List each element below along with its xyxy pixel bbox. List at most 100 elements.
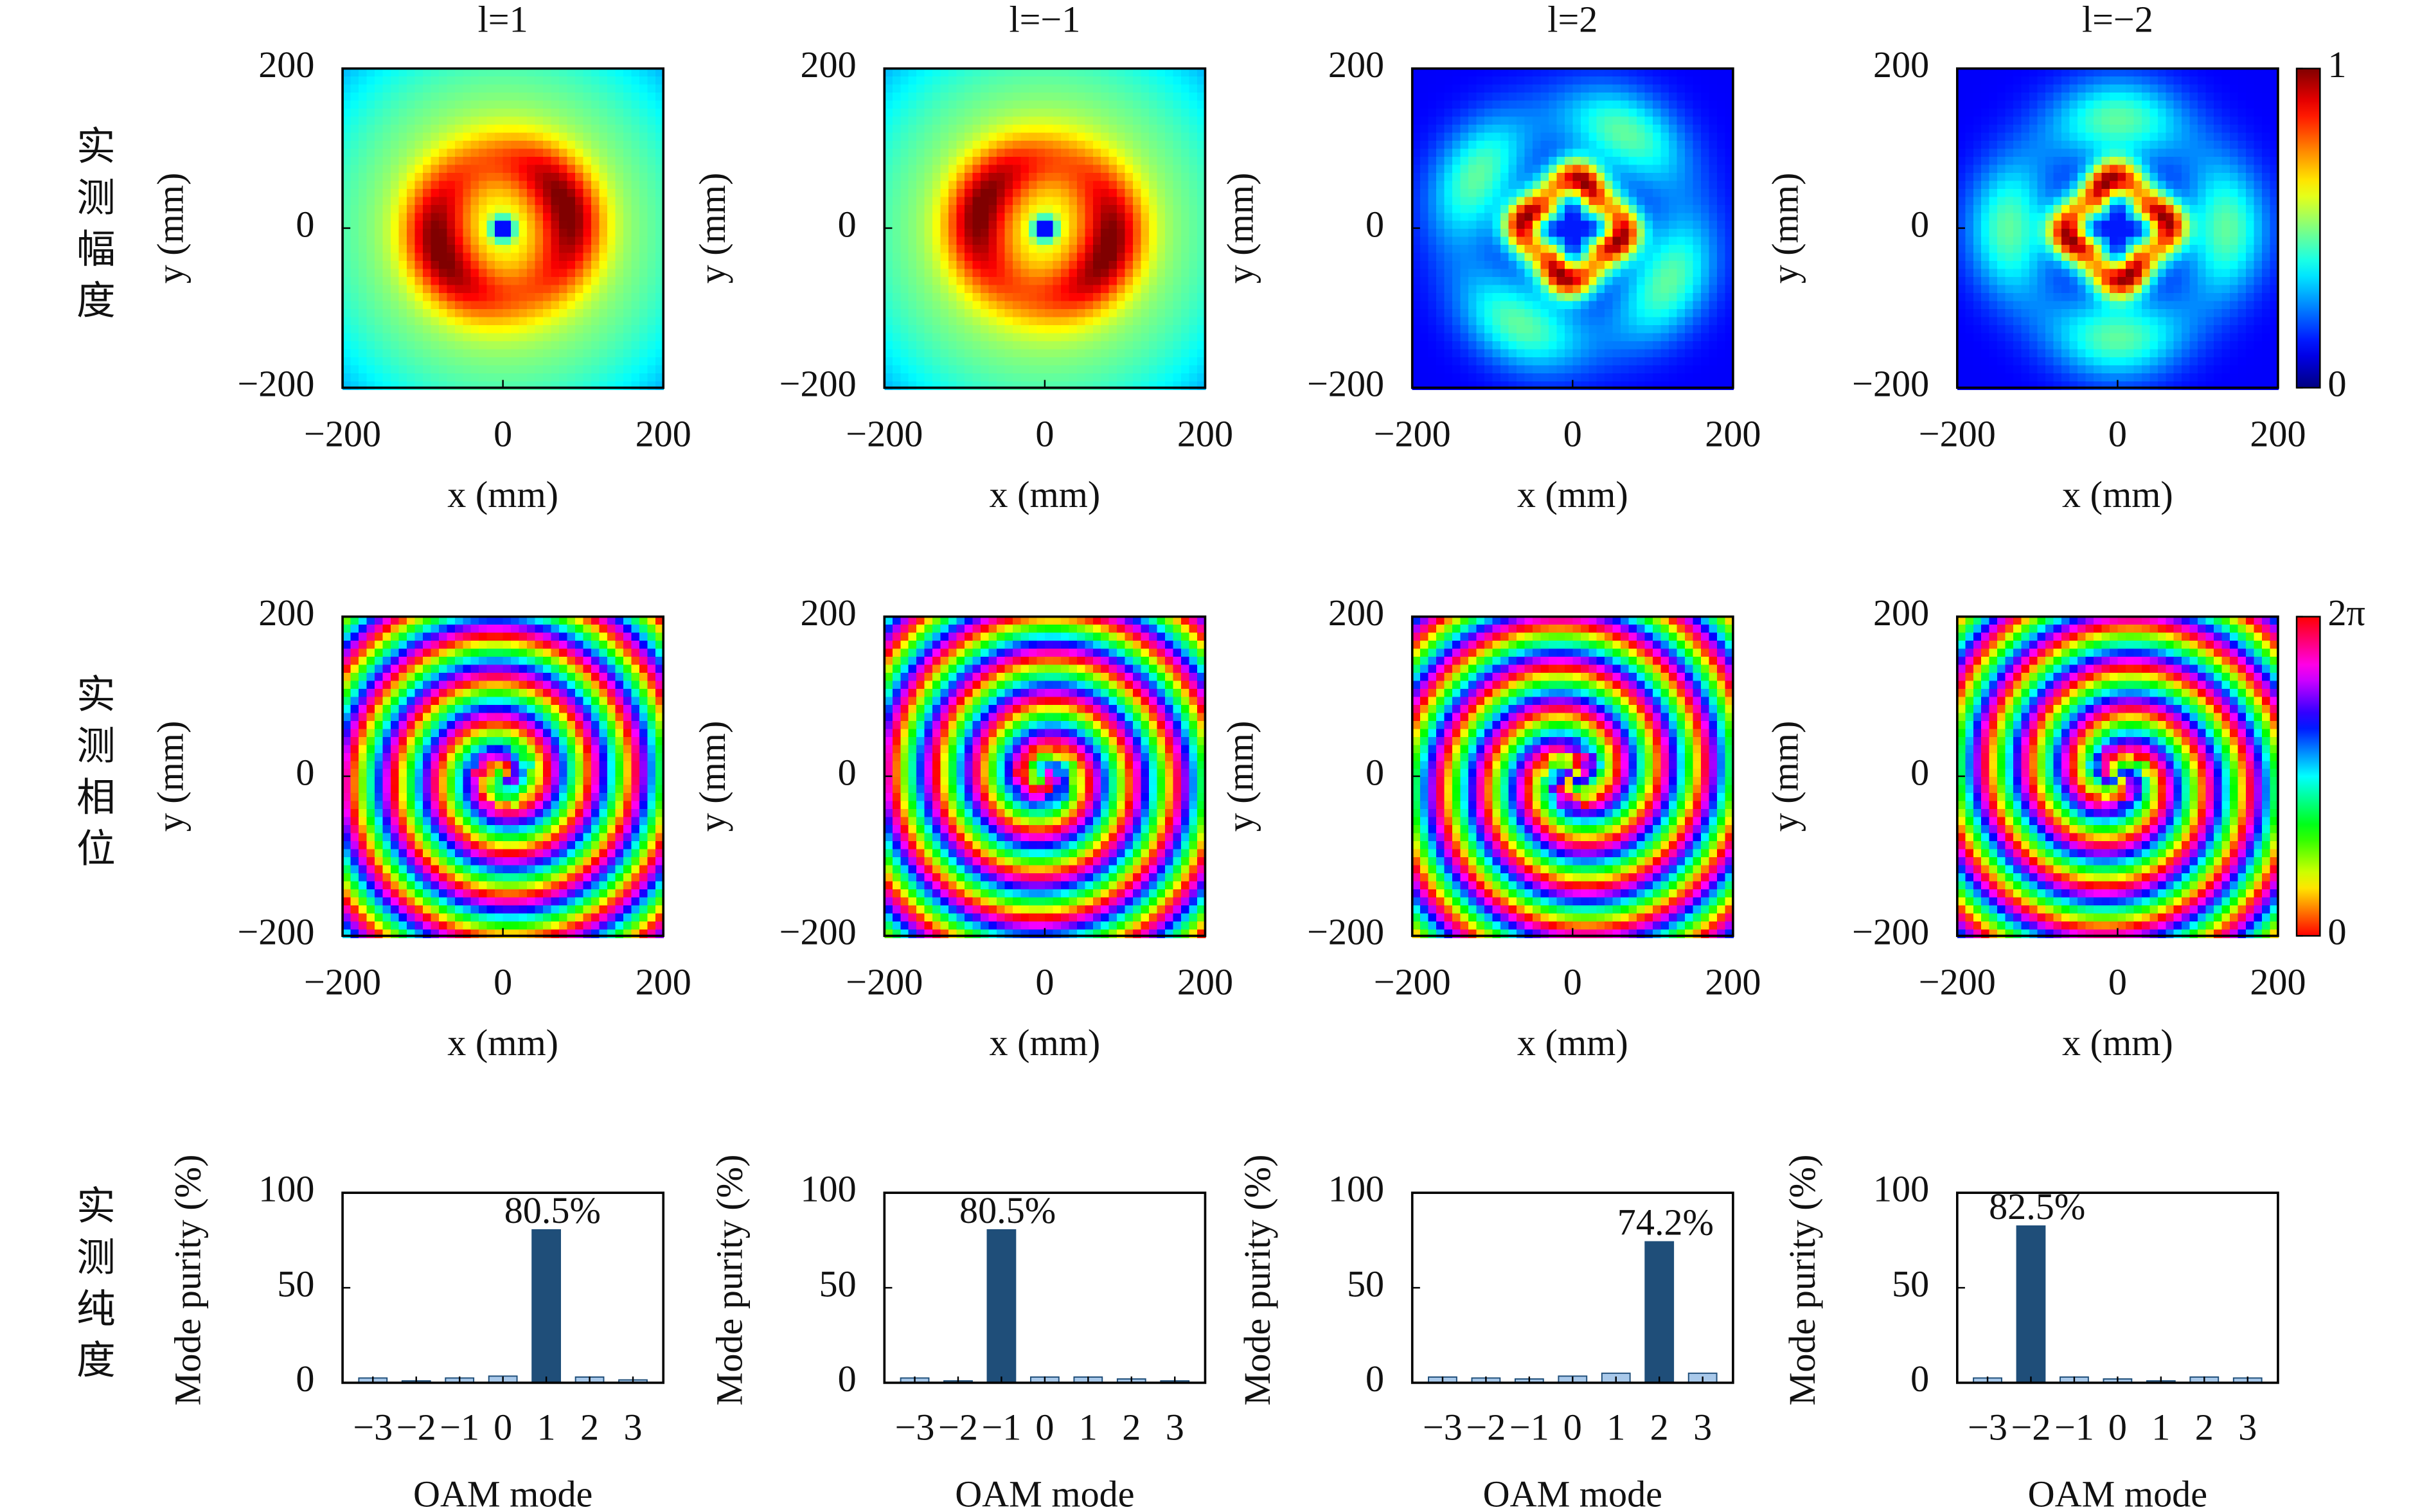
- heatmap-cell: [1133, 76, 1142, 85]
- heatmap-cell: [1716, 245, 1726, 254]
- heatmap-cell: [1621, 341, 1630, 350]
- heatmap-cell: [631, 261, 640, 270]
- heatmap-cell: [1420, 132, 1429, 141]
- heatmap-cell: [908, 109, 918, 118]
- heatmap-cell: [1957, 333, 1966, 342]
- heatmap-cell: [1524, 261, 1533, 270]
- heatmap-cell: [1020, 309, 1029, 318]
- heatmap-cell: [1637, 341, 1646, 350]
- heatmap-cell: [591, 229, 600, 238]
- heatmap-cell: [1060, 317, 1070, 326]
- heatmap-cell: [1532, 100, 1542, 109]
- heatmap-cell: [924, 317, 934, 326]
- heatmap-cell: [1181, 333, 1190, 342]
- heatmap-cell: [1644, 317, 1654, 326]
- heatmap-cell: [1605, 349, 1614, 358]
- heatmap-cell: [1076, 132, 1086, 141]
- heatmap-cell: [382, 365, 391, 374]
- heatmap-cell: [1028, 277, 1038, 286]
- heatmap-cell: [965, 229, 974, 238]
- heatmap-cell: [1412, 317, 1421, 326]
- heatmap-cell: [1133, 132, 1142, 141]
- heatmap-cell: [1133, 365, 1142, 374]
- heatmap-cell: [414, 165, 423, 173]
- heatmap-cell: [1428, 181, 1437, 190]
- heatmap-cell: [574, 148, 584, 157]
- heatmap-cell: [1133, 84, 1142, 94]
- heatmap-cell: [1197, 357, 1206, 366]
- heatmap-cell: [1492, 293, 1501, 302]
- heatmap-cell: [1189, 317, 1198, 326]
- heatmap-cell: [1181, 229, 1190, 238]
- heatmap-cell: [1957, 301, 1966, 310]
- heatmap-cell: [932, 204, 941, 214]
- heatmap-cell: [431, 84, 440, 94]
- heatmap-cell: [1500, 76, 1509, 85]
- heatmap-cell: [567, 188, 576, 198]
- heatmap-cell: [1436, 293, 1445, 302]
- heatmap-cell: [892, 197, 902, 206]
- heatmap-cell: [495, 220, 504, 230]
- heatmap-cell: [1069, 357, 1078, 366]
- heatmap-cell: [655, 148, 664, 157]
- heatmap-cell: [495, 253, 504, 262]
- heatmap-cell: [1173, 148, 1182, 157]
- heatmap-cell: [1460, 341, 1470, 350]
- heatmap-cell: [997, 261, 1006, 270]
- heatmap-cell: [535, 197, 544, 206]
- heatmap-cell: [1004, 76, 1013, 85]
- heatmap-cell: [486, 373, 496, 382]
- heatmap-cell: [567, 349, 576, 358]
- heatmap-cell: [1716, 333, 1726, 342]
- heatmap-cell: [574, 116, 584, 125]
- heatmap-cell: [1612, 269, 1622, 278]
- heatmap-cell: [1037, 236, 1045, 246]
- heatmap-cell: [1181, 309, 1190, 318]
- heatmap-cell: [1605, 165, 1614, 173]
- heatmap-cell: [1605, 172, 1614, 182]
- heatmap-cell: [543, 109, 552, 118]
- heatmap-cell: [511, 301, 520, 310]
- heatmap-cell: [1420, 172, 1429, 182]
- heatmap-cell: [631, 245, 640, 254]
- heatmap-cell: [422, 293, 432, 302]
- heatmap-cell: [1452, 181, 1461, 190]
- heatmap-cell: [1709, 109, 1718, 118]
- heatmap-cell: [470, 357, 480, 366]
- heatmap-cell: [1004, 309, 1013, 318]
- heatmap-cell: [1957, 76, 1966, 85]
- heatmap-cell: [1420, 236, 1429, 246]
- heatmap-cell: [382, 116, 391, 125]
- heatmap-cell: [343, 229, 351, 238]
- heatmap-cell: [631, 333, 640, 342]
- heatmap-cell: [1644, 277, 1654, 286]
- heatmap-cell: [599, 172, 608, 182]
- heatmap-cell: [422, 309, 432, 318]
- heatmap-cell: [965, 293, 974, 302]
- heatmap-cell: [574, 140, 584, 150]
- heatmap-cell: [438, 325, 448, 334]
- heatmap-cell: [1020, 333, 1029, 342]
- heatmap-cell: [1564, 156, 1574, 166]
- heatmap-cell: [366, 253, 375, 262]
- heatmap-cell: [374, 229, 384, 238]
- heatmap-cell: [406, 301, 416, 310]
- heatmap-cell: [1621, 325, 1630, 334]
- heatmap-cell: [1420, 261, 1429, 270]
- heatmap-cell: [1716, 309, 1726, 318]
- heatmap-cell: [988, 341, 997, 350]
- heatmap-cell: [1133, 156, 1142, 166]
- heatmap-cell: [1012, 68, 1022, 78]
- heatmap-cell: [1108, 317, 1118, 326]
- heatmap-cell: [1412, 365, 1421, 374]
- heatmap-cell: [1700, 269, 1710, 278]
- heatmap-cell: [908, 341, 918, 350]
- heatmap-cell: [892, 236, 902, 246]
- heatmap-cell: [948, 213, 957, 222]
- heatmap-cell: [1436, 277, 1445, 286]
- heatmap-cell: [591, 76, 600, 85]
- heatmap-cell: [1044, 165, 1054, 173]
- heatmap-cell: [535, 204, 544, 214]
- heatmap-cell: [1492, 220, 1501, 230]
- heatmap-cell: [1092, 357, 1102, 366]
